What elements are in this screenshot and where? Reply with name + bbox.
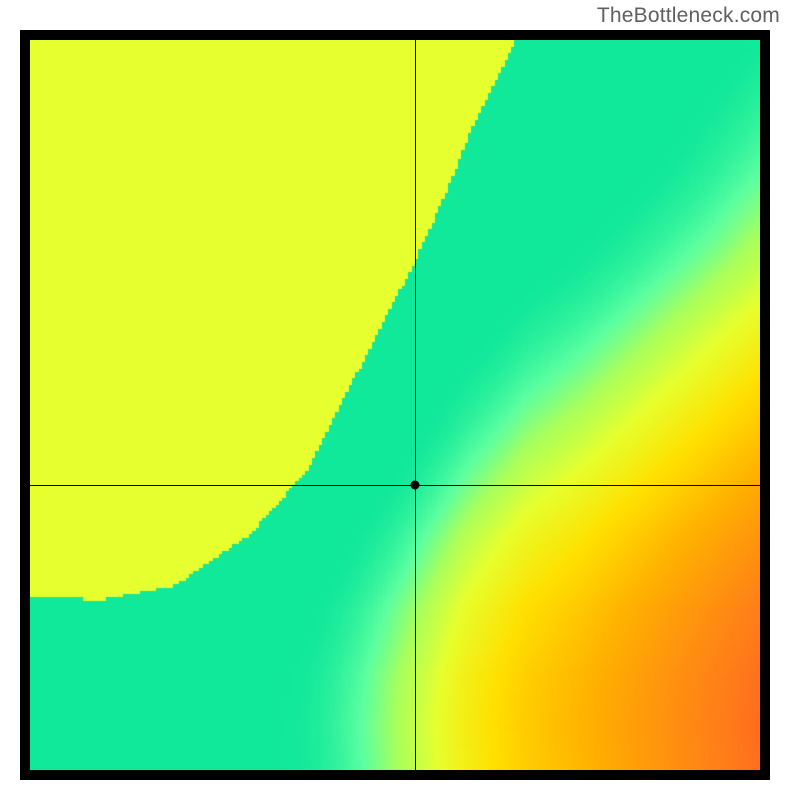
crosshair-horizontal: [30, 485, 760, 486]
plot-frame: [20, 30, 770, 780]
crosshair-vertical: [415, 40, 416, 770]
crosshair-dot: [411, 481, 420, 490]
watermark-text: TheBottleneck.com: [597, 4, 780, 28]
heatmap-canvas: [30, 40, 760, 770]
